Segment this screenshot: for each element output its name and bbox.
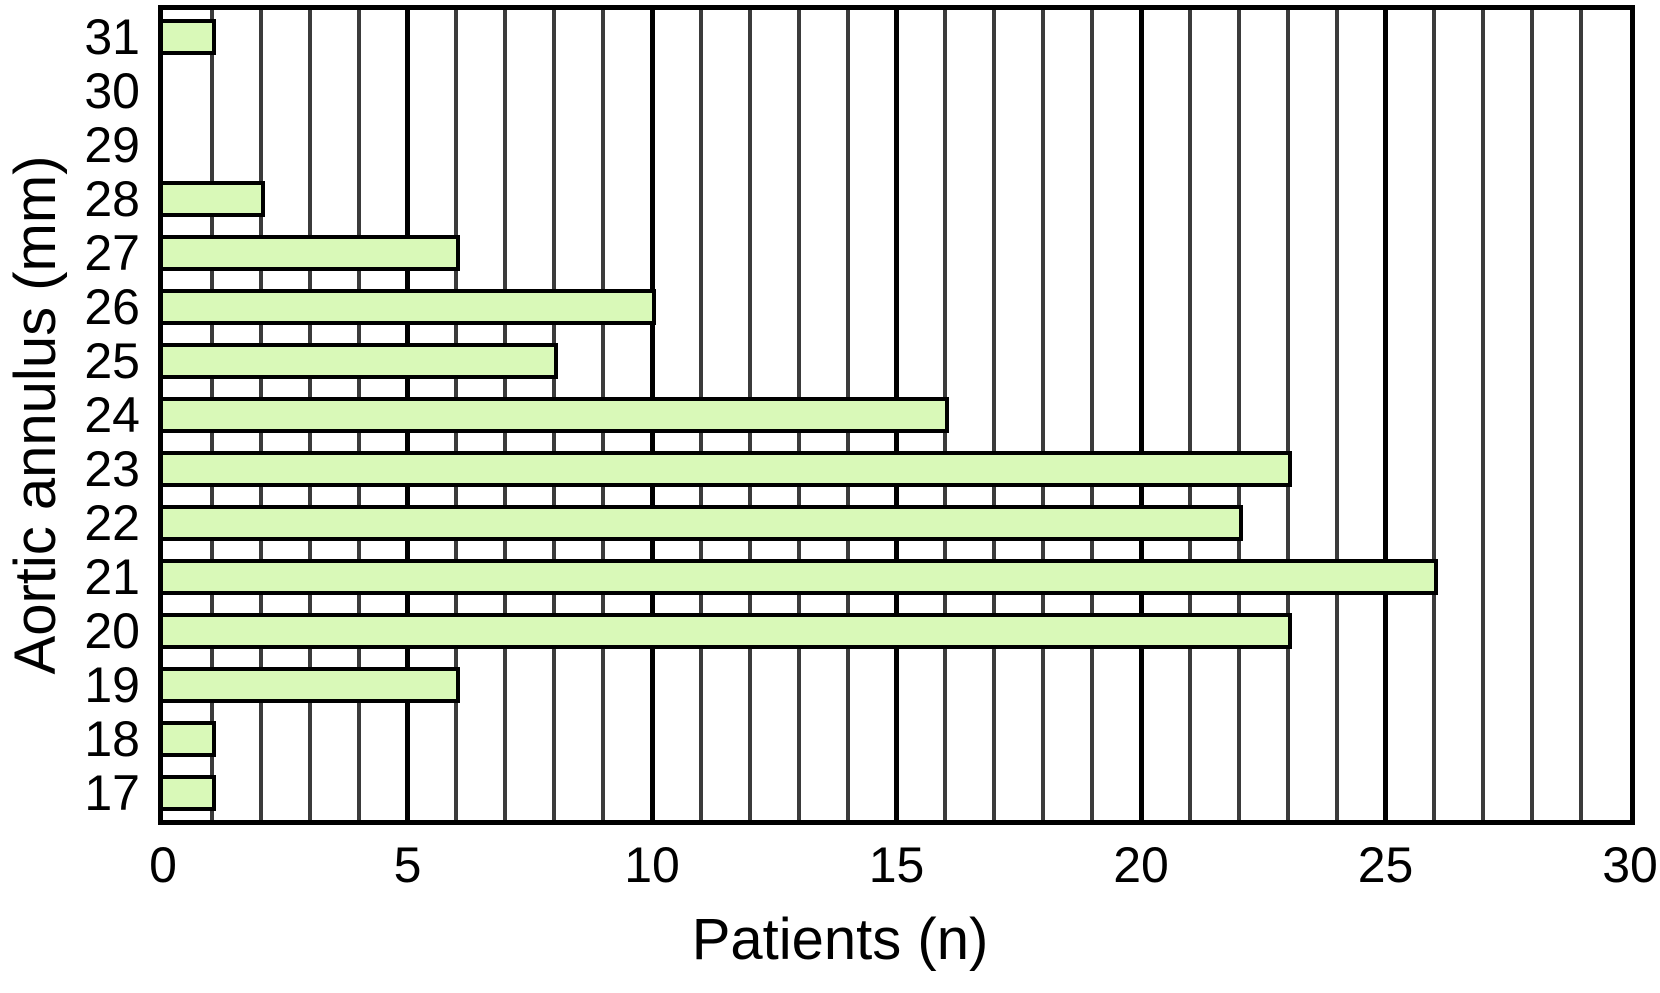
- gridline-minor: [992, 10, 997, 820]
- x-tick-label: 30: [1602, 837, 1658, 893]
- y-tick-label: 23: [84, 441, 140, 497]
- gridline-minor: [1285, 10, 1290, 820]
- gridline-minor: [1236, 10, 1241, 820]
- x-tick-label: 5: [393, 837, 422, 893]
- bar-18: [163, 721, 216, 757]
- y-tick-label: 25: [84, 333, 140, 389]
- x-axis-tick-labels: 0 5 10 15 20 25 30: [0, 838, 1660, 908]
- y-tick-label: 24: [84, 387, 140, 443]
- gridline-minor: [1334, 10, 1339, 820]
- y-axis-tick-labels: 31 30 29 28 27 26 25 24 23 22 21 20 19 18 17: [0, 10, 148, 820]
- bar-31: [163, 19, 216, 55]
- gridline-minor: [1481, 10, 1486, 820]
- gridline-minor: [1187, 10, 1192, 820]
- y-tick-label: 27: [84, 225, 140, 281]
- y-tick-label: 18: [84, 711, 140, 767]
- gridline-major: [1383, 10, 1388, 820]
- x-tick-label: 25: [1357, 837, 1414, 893]
- bar-24: [163, 397, 950, 433]
- x-axis-title: Patients (n): [691, 907, 989, 972]
- y-tick-label: 22: [84, 495, 140, 551]
- y-tick-label: 19: [84, 657, 140, 713]
- y-tick-label: 29: [84, 117, 140, 173]
- gridline-major: [1138, 10, 1144, 820]
- bar-19: [163, 667, 461, 703]
- gridline-minor: [1530, 10, 1535, 820]
- bar-17: [163, 775, 216, 811]
- x-tick-label: 20: [1113, 837, 1169, 893]
- x-tick-label: 0: [149, 837, 177, 893]
- y-tick-label: 30: [84, 63, 140, 119]
- gridline-minor: [1041, 10, 1046, 820]
- y-tick-label: 21: [84, 549, 140, 605]
- bar-26: [163, 289, 656, 325]
- y-tick-label: 17: [84, 765, 140, 821]
- plot-area: [158, 5, 1635, 825]
- bar-20: [163, 613, 1292, 649]
- y-tick-label: 26: [84, 279, 140, 335]
- gridline-minor: [1579, 10, 1584, 820]
- bar-21: [163, 559, 1439, 595]
- y-tick-label: 31: [84, 9, 140, 65]
- gridline-minor: [1432, 10, 1437, 820]
- x-tick-label: 15: [868, 837, 925, 893]
- bar-28: [163, 181, 265, 217]
- y-tick-label: 28: [84, 171, 140, 227]
- bar-25: [163, 343, 559, 379]
- bar-23: [163, 451, 1292, 487]
- bar-27: [163, 235, 461, 271]
- y-tick-label: 20: [84, 603, 140, 659]
- gridline-minor: [1090, 10, 1095, 820]
- x-tick-label: 10: [624, 837, 680, 893]
- bar-22: [163, 505, 1243, 541]
